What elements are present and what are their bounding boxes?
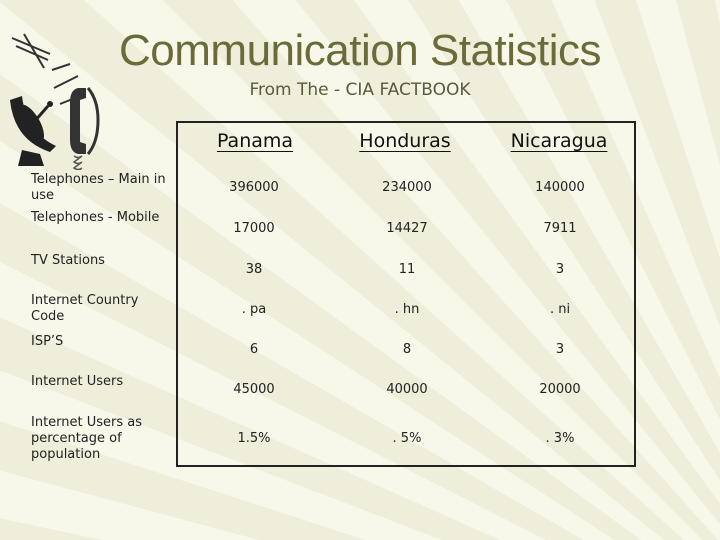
satellite-telephone-icon <box>10 33 100 170</box>
row-label-internet-country-code: Internet Country Code <box>31 293 139 324</box>
column-header-panama: Panama <box>216 130 294 152</box>
table-cell: . hn <box>394 302 420 317</box>
column-header-nicaragua: Nicaragua <box>510 130 608 152</box>
row-label-internet-users: Internet Users <box>31 374 124 389</box>
row-label-telephones-mobile: Telephones - Mobile <box>31 210 160 225</box>
table-cell: 11 <box>398 262 416 277</box>
table-cell: 396000 <box>229 180 279 195</box>
row-label-telephones-main: Telephones – Main in use <box>31 172 166 203</box>
table-cell: 140000 <box>535 180 585 195</box>
table-cell: . pa <box>241 302 267 317</box>
row-label-internet-users-percentage: Internet Users as percentage of populati… <box>31 415 143 462</box>
table-cell: 8 <box>402 342 412 357</box>
slide-subtitle: From The - CIA FACTBOOK <box>249 80 471 100</box>
table-cell: . ni <box>549 302 571 317</box>
table-cell: 38 <box>245 262 263 277</box>
table-cell: 7911 <box>543 221 577 236</box>
statistics-table <box>176 121 636 467</box>
table-cell: . 3% <box>545 431 575 446</box>
table-cell: 17000 <box>233 221 275 236</box>
table-cell: 234000 <box>382 180 432 195</box>
table-cell: 45000 <box>233 382 275 397</box>
table-cell: 20000 <box>539 382 581 397</box>
table-cell: 1.5% <box>237 431 271 446</box>
row-label-tv-stations: TV Stations <box>31 253 105 268</box>
column-header-honduras: Honduras <box>359 130 451 152</box>
row-label-isps: ISP’S <box>31 334 64 349</box>
table-cell: 3 <box>555 342 565 357</box>
table-cell: 3 <box>555 262 565 277</box>
table-cell: 6 <box>249 342 259 357</box>
table-cell: . 5% <box>392 431 422 446</box>
slide-title: Communication Statistics <box>119 26 601 75</box>
table-cell: 14427 <box>386 221 428 236</box>
table-cell: 40000 <box>386 382 428 397</box>
